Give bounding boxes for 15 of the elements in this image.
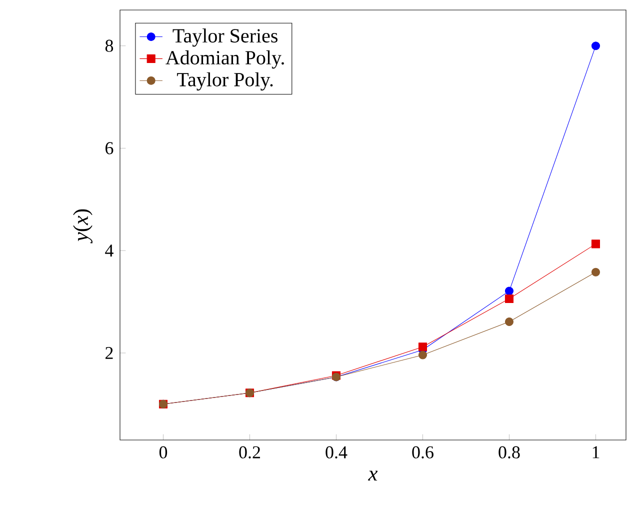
legend-label: Taylor Series [172,28,278,47]
y-tick-label: 2 [106,347,113,359]
x-tick-label: 0.8 [498,446,520,458]
x-tick-label: 0.4 [326,446,348,458]
y-tick-label: 6 [106,142,114,154]
x-tick-label: 0 [159,446,168,458]
y-tick-label: 4 [105,244,114,257]
legend-label: Taylor Poly. [177,72,273,91]
x-tick-label: 0.2 [239,446,260,458]
x-axis-title: x [368,470,378,481]
legend-label: Adomian Poly. [166,50,284,69]
x-tick-label: 0.6 [412,446,434,458]
x-tick-label: 1 [592,446,600,458]
y-axis-title: y(x) [73,209,92,244]
y-tick-label: 8 [105,40,114,52]
